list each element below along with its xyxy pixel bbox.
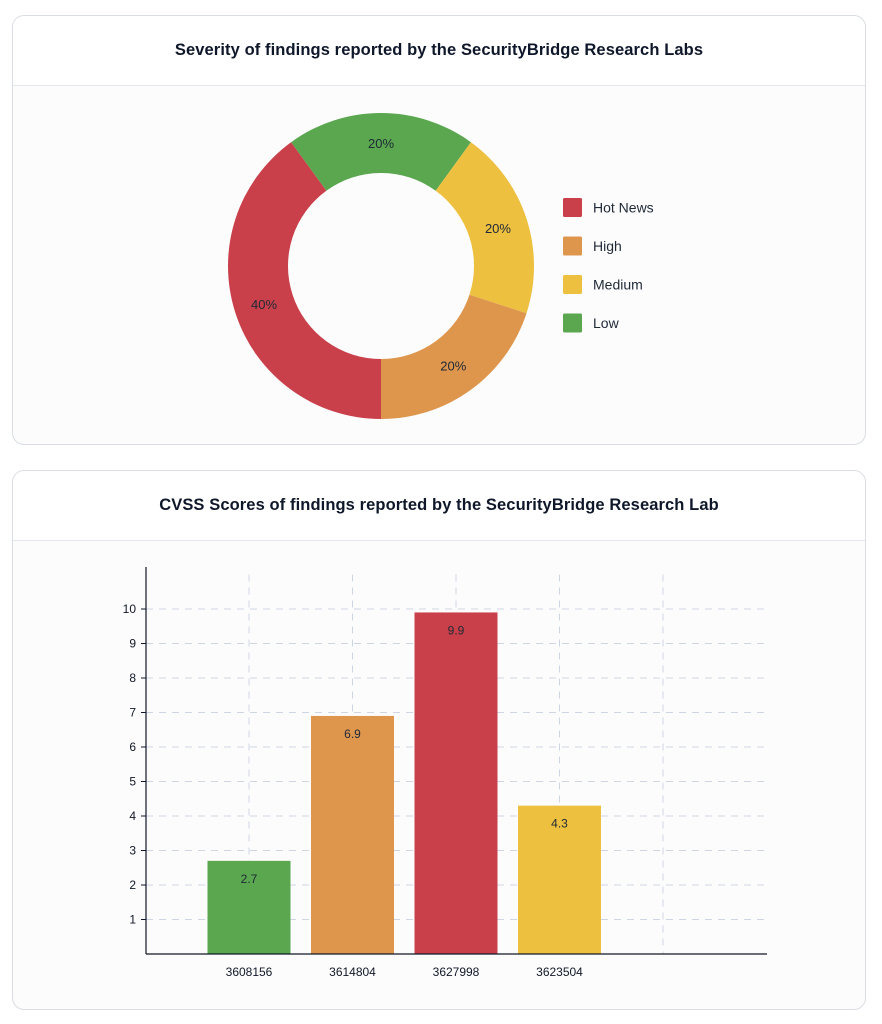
bar-value-label: 9.9 (448, 623, 465, 637)
cvss-chart-header: CVSS Scores of findings reported by the … (13, 471, 865, 541)
bar-value-label: 4.3 (551, 817, 568, 831)
legend-swatch (563, 275, 582, 294)
y-tick-label: 1 (129, 913, 136, 927)
bar-3614804 (311, 715, 394, 954)
y-tick-label: 7 (129, 706, 136, 720)
x-tick-label: 3608156 (226, 965, 273, 979)
donut-slice-label: 20% (485, 221, 511, 236)
bar-value-label: 2.7 (241, 872, 258, 886)
legend-swatch (563, 313, 582, 333)
bar-3623504 (518, 805, 601, 954)
donut-slice-label: 40% (251, 297, 277, 312)
cvss-bar-chart: 1 2 3 4 5 6 7 8 9 10 2.7 3608156 6.9 3614804 9.9 362799… (123, 567, 767, 979)
legend-swatch (563, 236, 582, 256)
donut-slice-low (291, 112, 471, 191)
severity-chart-header: Severity of findings reported by the Sec… (13, 16, 865, 86)
legend-swatch (563, 198, 582, 217)
cvss-chart-card: CVSS Scores of findings reported by the … (12, 470, 866, 1010)
y-tick-label: 5 (129, 775, 136, 789)
bar-value-label: 6.9 (344, 727, 361, 741)
severity-chart-card: Severity of findings reported by the Sec… (12, 15, 866, 445)
y-tick-label: 2 (129, 878, 136, 892)
donut-slice-high (381, 294, 527, 419)
bar-3608156 (207, 860, 291, 954)
donut-slice-label: 20% (440, 359, 466, 374)
legend-label: Low (593, 315, 620, 331)
y-tick-label: 9 (129, 637, 136, 651)
legend-label: Medium (593, 277, 643, 293)
legend-label: Hot News (593, 200, 654, 216)
bar-3627998 (414, 612, 498, 954)
x-tick-label: 3623504 (536, 965, 583, 979)
x-tick-label: 3627998 (433, 965, 480, 979)
severity-chart-title: Severity of findings reported by the Sec… (174, 41, 704, 59)
legend-label: High (593, 238, 622, 254)
y-tick-label: 10 (123, 602, 137, 616)
y-tick-label: 4 (129, 809, 136, 823)
y-tick-label: 8 (129, 671, 136, 685)
donut-slice-hot-news (228, 142, 381, 419)
severity-donut-chart: 20% 20% 20% 40% Hot News High Medium Low (228, 112, 654, 419)
y-tick-label: 3 (129, 844, 136, 858)
donut-slice-medium (435, 142, 535, 314)
y-tick-label: 6 (129, 740, 136, 754)
cvss-chart-title: CVSS Scores of findings reported by the … (159, 496, 719, 514)
x-tick-label: 3614804 (329, 965, 376, 979)
donut-slice-label: 20% (368, 136, 394, 151)
